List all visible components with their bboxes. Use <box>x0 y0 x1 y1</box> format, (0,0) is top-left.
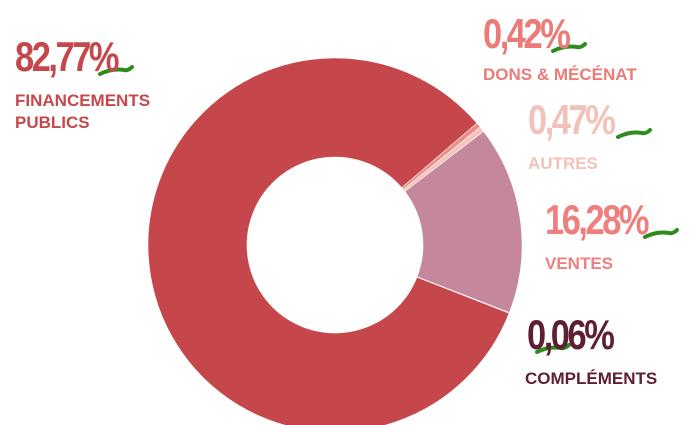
value-label: 16,28% <box>545 196 650 243</box>
highlight-squiggle <box>616 128 652 139</box>
category-label: VENTES <box>545 254 614 273</box>
value-label: 0,06% <box>527 311 615 358</box>
category-label: COMPLÉMENTS <box>525 369 658 388</box>
donut-slice <box>416 276 510 314</box>
value-label: 0,47% <box>528 96 616 143</box>
highlight-squiggle <box>551 42 587 53</box>
category-label: AUTRES <box>528 154 598 173</box>
highlight-squiggle <box>535 343 571 354</box>
donut-slice <box>147 57 510 425</box>
highlight-squiggle <box>643 228 679 239</box>
donut-slice <box>404 130 523 313</box>
category-label: FINANCEMENTS PUBLICS <box>15 91 151 132</box>
highlight-squiggle <box>98 65 134 76</box>
value-label: 0,42% <box>483 10 571 57</box>
value-label: 82,77% <box>15 33 120 80</box>
category-label: DONS & MÉCÉNAT <box>483 65 637 84</box>
